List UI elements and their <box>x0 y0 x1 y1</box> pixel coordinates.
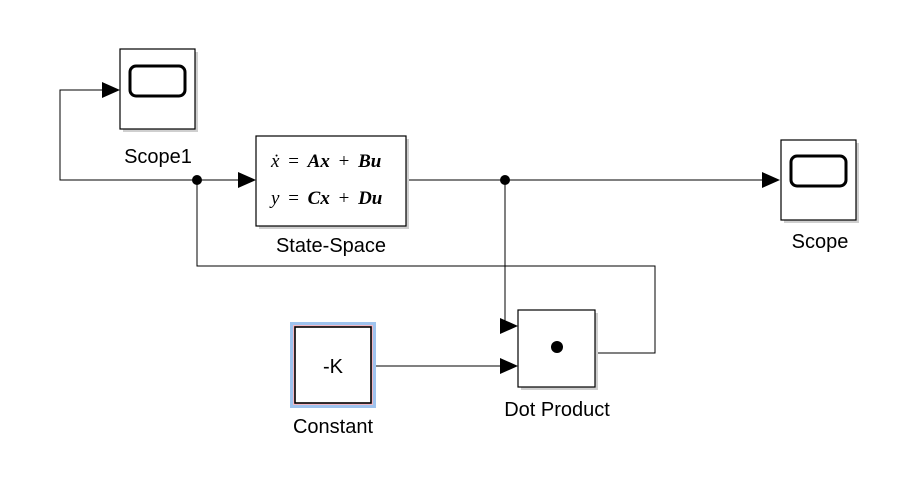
arrowhead-dot-product-in1 <box>500 318 518 334</box>
scope-block[interactable] <box>780 139 859 223</box>
scope1-screen-icon <box>128 64 187 98</box>
constant-block[interactable]: -K <box>290 322 376 408</box>
signal-line-to-dot-product-in1[interactable] <box>500 180 506 327</box>
arrowhead-scope1-input <box>102 82 120 98</box>
branch-point-right <box>500 175 510 185</box>
scope-screen-icon <box>789 154 848 188</box>
scope1-block[interactable] <box>119 48 198 132</box>
state-space-block[interactable]: ẋ = Ax + Bu y = Cx + Du <box>255 135 409 229</box>
signal-line-to-scope1[interactable] <box>59 89 197 181</box>
state-space-equation-1: ẋ = Ax + Bu <box>270 151 381 172</box>
state-space-label: State-Space <box>276 235 386 257</box>
arrowhead-dot-product-in2 <box>500 358 518 374</box>
scope-label: Scope <box>792 231 849 253</box>
constant-value: -K <box>323 356 344 378</box>
arrowhead-state-space-input <box>238 172 256 188</box>
scope1-label: Scope1 <box>124 146 192 168</box>
dot-product-label: Dot Product <box>504 399 610 421</box>
signal-line-feedback-top[interactable] <box>196 180 656 354</box>
arrowhead-scope-input <box>762 172 780 188</box>
constant-label: Constant <box>293 416 373 438</box>
dot-product-block[interactable] <box>517 309 598 390</box>
branch-point-left <box>192 175 202 185</box>
state-space-equation-2: y = Cx + Du <box>269 188 382 209</box>
dot-product-icon <box>551 341 563 353</box>
